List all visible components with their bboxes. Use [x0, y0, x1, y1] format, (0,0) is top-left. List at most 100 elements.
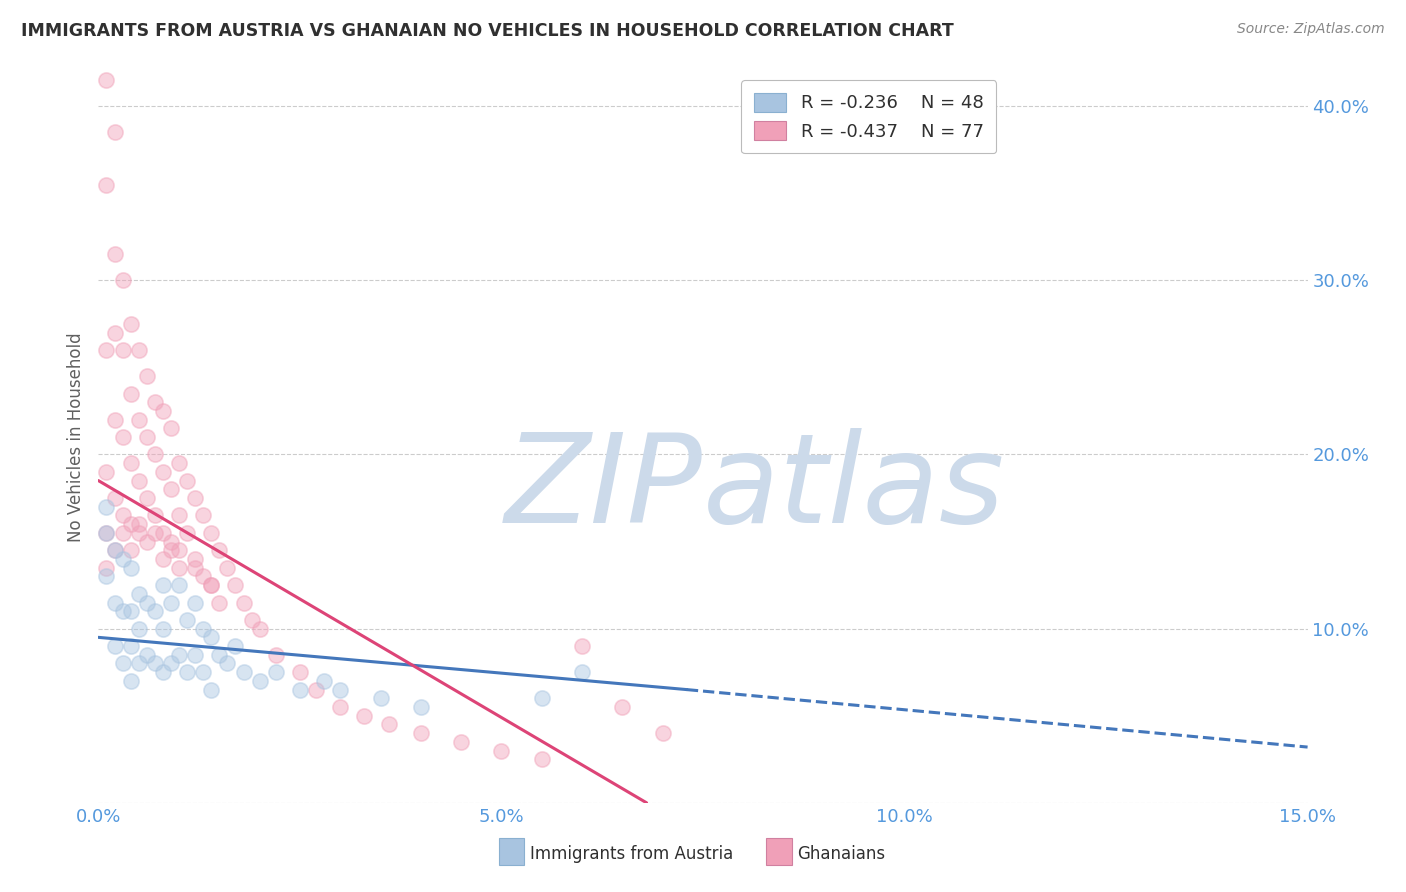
Point: [224, 578, 246, 592]
Point: [128, 517, 150, 532]
Point: [530, 752, 553, 766]
Point: [111, 273, 134, 287]
Point: [120, 639, 142, 653]
Point: [143, 448, 166, 462]
Point: [167, 560, 190, 574]
Point: [232, 595, 254, 609]
Point: [111, 552, 134, 566]
Point: [353, 708, 375, 723]
Point: [176, 525, 198, 540]
Point: [377, 717, 399, 731]
Point: [329, 682, 352, 697]
Point: [135, 595, 157, 609]
Point: [111, 508, 134, 523]
Point: [176, 613, 198, 627]
Point: [409, 700, 432, 714]
Point: [135, 430, 157, 444]
Point: [96, 569, 118, 583]
Point: [160, 657, 183, 671]
Point: [167, 508, 190, 523]
Point: [200, 525, 222, 540]
Point: [120, 673, 142, 688]
Point: [409, 726, 432, 740]
Point: [103, 543, 125, 558]
Point: [224, 639, 246, 653]
Point: [232, 665, 254, 680]
Point: [193, 665, 215, 680]
Point: [193, 508, 215, 523]
Point: [103, 326, 125, 340]
Text: ZIP: ZIP: [505, 428, 703, 549]
Point: [152, 465, 174, 479]
Point: [120, 543, 142, 558]
Legend: R = -0.236    N = 48, R = -0.437    N = 77: R = -0.236 N = 48, R = -0.437 N = 77: [741, 80, 997, 153]
Point: [96, 343, 118, 357]
Point: [128, 622, 150, 636]
Point: [143, 525, 166, 540]
Point: [103, 491, 125, 505]
Point: [571, 639, 593, 653]
Point: [120, 386, 142, 401]
Point: [184, 491, 207, 505]
Point: [103, 125, 125, 139]
Point: [128, 657, 150, 671]
Point: [208, 543, 231, 558]
Point: [184, 560, 207, 574]
Point: [103, 639, 125, 653]
Text: Source: ZipAtlas.com: Source: ZipAtlas.com: [1237, 22, 1385, 37]
Point: [370, 691, 392, 706]
Point: [167, 543, 190, 558]
Point: [651, 726, 673, 740]
Point: [264, 665, 287, 680]
Point: [103, 543, 125, 558]
Point: [152, 578, 174, 592]
Point: [143, 604, 166, 618]
Point: [96, 178, 118, 192]
Point: [208, 648, 231, 662]
Point: [167, 648, 190, 662]
Point: [111, 657, 134, 671]
Point: [152, 622, 174, 636]
Point: [167, 456, 190, 470]
Point: [217, 560, 239, 574]
Text: IMMIGRANTS FROM AUSTRIA VS GHANAIAN NO VEHICLES IN HOUSEHOLD CORRELATION CHART: IMMIGRANTS FROM AUSTRIA VS GHANAIAN NO V…: [21, 22, 953, 40]
Point: [571, 665, 593, 680]
Point: [160, 543, 183, 558]
Point: [128, 474, 150, 488]
Point: [160, 421, 183, 435]
Point: [530, 691, 553, 706]
Point: [135, 491, 157, 505]
Point: [450, 735, 472, 749]
Point: [128, 587, 150, 601]
Point: [96, 500, 118, 514]
Point: [152, 552, 174, 566]
Point: [128, 525, 150, 540]
Point: [240, 613, 263, 627]
Point: [96, 560, 118, 574]
Point: [96, 73, 118, 87]
Point: [143, 395, 166, 409]
Point: [103, 412, 125, 426]
Point: [176, 474, 198, 488]
Point: [193, 569, 215, 583]
Point: [200, 578, 222, 592]
Point: [103, 595, 125, 609]
Point: [96, 525, 118, 540]
Point: [120, 560, 142, 574]
Point: [111, 604, 134, 618]
Point: [217, 657, 239, 671]
Point: [184, 552, 207, 566]
Point: [160, 595, 183, 609]
Point: [288, 665, 311, 680]
Text: Immigrants from Austria: Immigrants from Austria: [530, 845, 734, 863]
Point: [143, 508, 166, 523]
Point: [128, 343, 150, 357]
Point: [249, 622, 271, 636]
Point: [120, 456, 142, 470]
Text: atlas: atlas: [703, 428, 1005, 549]
Point: [135, 648, 157, 662]
Point: [135, 534, 157, 549]
Point: [120, 604, 142, 618]
Point: [120, 317, 142, 331]
Point: [184, 595, 207, 609]
